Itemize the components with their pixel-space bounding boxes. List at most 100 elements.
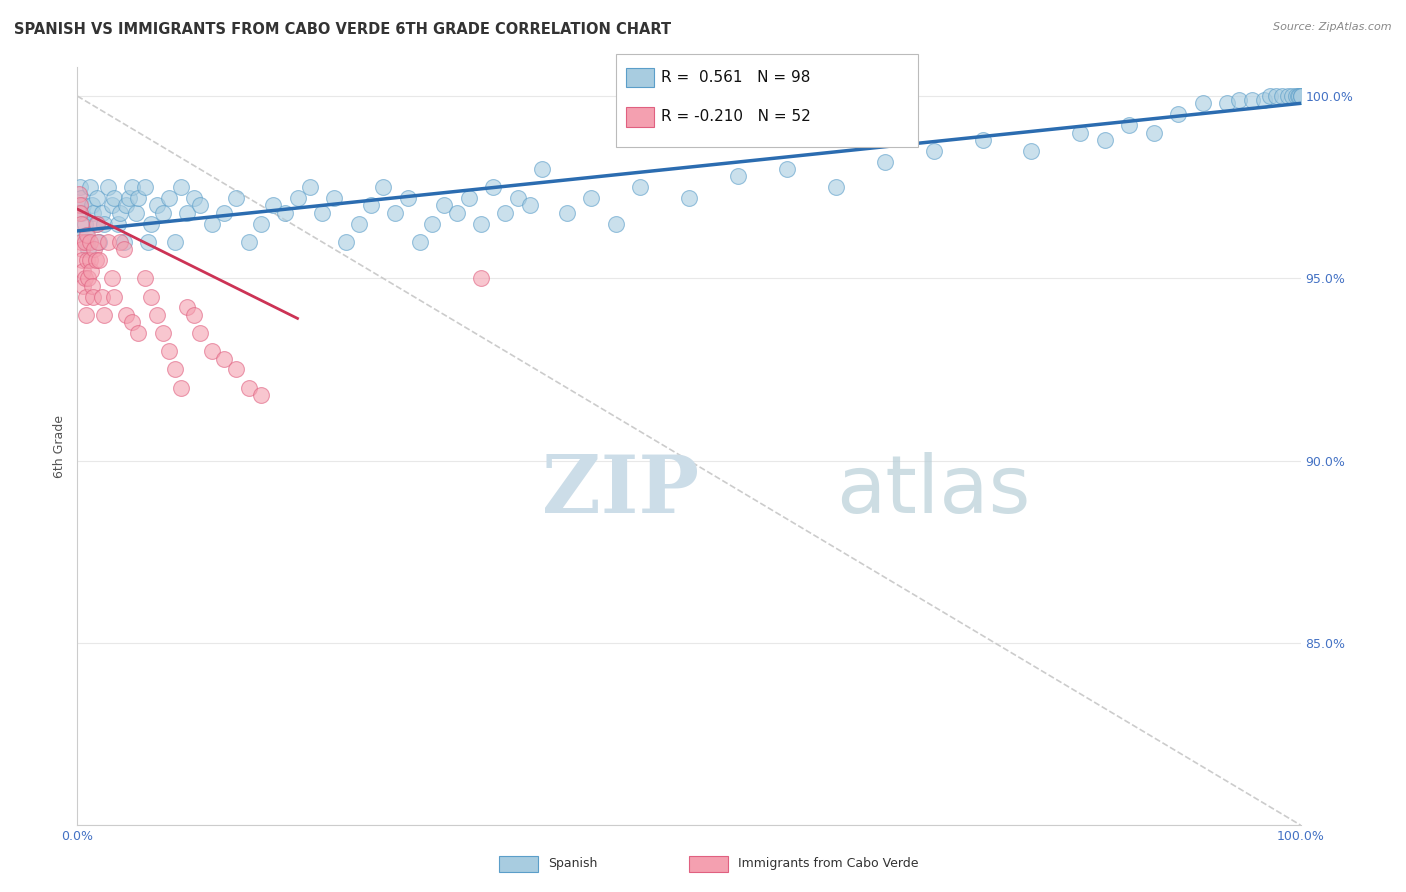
Point: [89, 253, 111, 268]
Point: [323, 191, 346, 205]
Point: [70, 217, 93, 231]
Point: [77, 242, 100, 256]
Point: [127, 191, 149, 205]
Point: [118, 191, 141, 205]
Point: [1277, 89, 1299, 103]
Point: [108, 235, 131, 249]
Point: [1285, 89, 1308, 103]
Point: [360, 198, 382, 212]
Point: [420, 217, 443, 231]
Point: [605, 217, 627, 231]
Point: [678, 191, 700, 205]
Point: [108, 205, 131, 219]
Point: [183, 191, 205, 205]
Point: [112, 242, 135, 256]
Point: [134, 180, 156, 194]
Point: [311, 205, 333, 219]
Point: [446, 205, 468, 219]
Point: [384, 205, 406, 219]
Point: [79, 235, 101, 249]
Point: [76, 227, 98, 242]
Point: [824, 180, 846, 194]
Point: [1265, 89, 1288, 103]
Point: [1216, 96, 1239, 111]
Text: SPANISH VS IMMIGRANTS FROM CABO VERDE 6TH GRADE CORRELATION CHART: SPANISH VS IMMIGRANTS FROM CABO VERDE 6T…: [14, 22, 671, 37]
Point: [531, 161, 554, 176]
Point: [69, 205, 91, 219]
Point: [212, 351, 235, 366]
Point: [82, 205, 104, 219]
Point: [482, 180, 505, 194]
Point: [80, 278, 103, 293]
Point: [176, 301, 198, 315]
Point: [579, 191, 602, 205]
Point: [125, 205, 148, 219]
Point: [90, 205, 112, 219]
Point: [1253, 93, 1275, 107]
Point: [79, 180, 101, 194]
Point: [76, 253, 98, 268]
Point: [103, 289, 125, 303]
Text: R =  0.561   N = 98: R = 0.561 N = 98: [661, 70, 810, 85]
Point: [628, 180, 651, 194]
Point: [1288, 89, 1310, 103]
Point: [1258, 89, 1281, 103]
Point: [170, 381, 193, 395]
Point: [73, 217, 96, 231]
Point: [121, 315, 143, 329]
Text: R = -0.210   N = 52: R = -0.210 N = 52: [661, 110, 811, 124]
Point: [70, 191, 93, 205]
Point: [1271, 89, 1294, 103]
Point: [347, 217, 370, 231]
Point: [1286, 89, 1309, 103]
Point: [70, 205, 93, 219]
Point: [67, 187, 90, 202]
Point: [97, 235, 120, 249]
Point: [70, 242, 93, 256]
Point: [165, 362, 187, 376]
Point: [409, 235, 432, 249]
Point: [93, 308, 115, 322]
Point: [183, 308, 205, 322]
Point: [1240, 93, 1263, 107]
Point: [176, 205, 198, 219]
Point: [80, 264, 103, 278]
Point: [139, 217, 162, 231]
Point: [72, 278, 94, 293]
Point: [298, 180, 321, 194]
Point: [82, 289, 104, 303]
Point: [139, 289, 162, 303]
Point: [90, 289, 112, 303]
Point: [86, 217, 108, 231]
Text: Source: ZipAtlas.com: Source: ZipAtlas.com: [1274, 22, 1392, 32]
Point: [262, 198, 284, 212]
Point: [555, 205, 578, 219]
Point: [121, 180, 143, 194]
Point: [1229, 93, 1251, 107]
Point: [457, 191, 479, 205]
Point: [972, 133, 994, 147]
Point: [371, 180, 394, 194]
Point: [238, 235, 260, 249]
Point: [97, 180, 120, 194]
Point: [225, 191, 247, 205]
Point: [1289, 89, 1312, 103]
Point: [201, 344, 224, 359]
Point: [107, 217, 129, 231]
Point: [250, 388, 273, 402]
Point: [89, 235, 111, 249]
Point: [165, 235, 187, 249]
Point: [127, 326, 149, 340]
Point: [83, 242, 105, 256]
Point: [93, 217, 115, 231]
Point: [86, 191, 108, 205]
Point: [73, 235, 96, 249]
Point: [152, 205, 174, 219]
Point: [250, 217, 273, 231]
Point: [274, 205, 297, 219]
Point: [212, 205, 235, 219]
Point: [396, 191, 419, 205]
Point: [84, 217, 107, 231]
Point: [76, 235, 98, 249]
Point: [84, 253, 107, 268]
